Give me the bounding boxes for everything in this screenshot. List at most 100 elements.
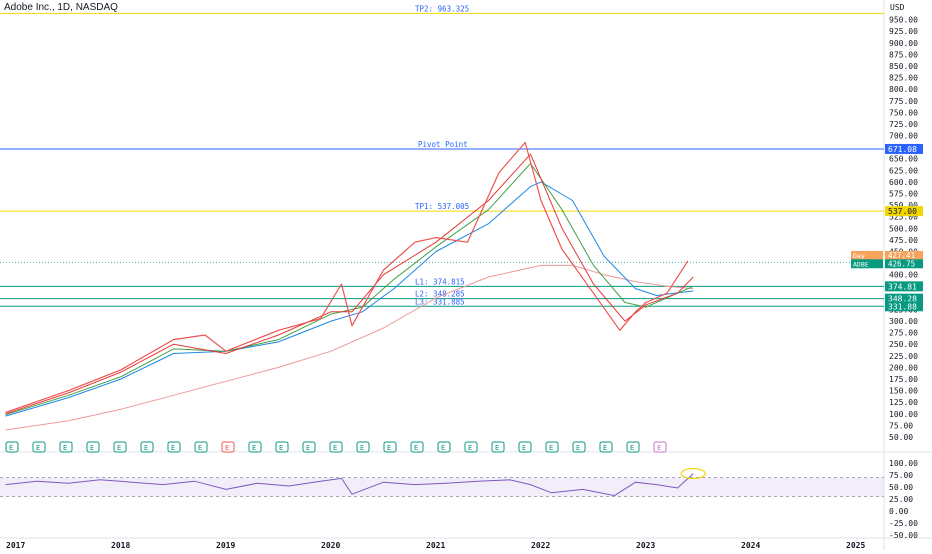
level-price-tag	[885, 293, 923, 304]
currency-label: USD	[890, 3, 905, 12]
series-line[interactable]	[5, 264, 694, 431]
earnings-marker[interactable]	[356, 441, 370, 453]
earnings-marker[interactable]	[572, 441, 586, 453]
earnings-marker-label: E	[468, 444, 472, 452]
time-tick-label: 2024	[741, 541, 760, 550]
level-price-tag-label: 537.00	[888, 207, 917, 216]
price-tick-label: 525.00	[889, 213, 918, 222]
level-label: L2: 348.285	[415, 290, 465, 299]
price-tag-value: 426.75	[888, 259, 915, 268]
level-label: Pivot Point	[418, 140, 468, 149]
earnings-marker[interactable]	[113, 441, 127, 453]
price-tick-label: 275.00	[889, 329, 918, 338]
earnings-marker[interactable]	[86, 441, 100, 453]
earnings-marker-label: E	[36, 444, 40, 452]
series-line[interactable]	[5, 181, 694, 417]
price-tick-label: 100.00	[889, 410, 918, 419]
series-line[interactable]	[5, 162, 694, 416]
price-tick-label: 475.00	[889, 236, 918, 245]
earnings-marker[interactable]	[59, 441, 73, 453]
earnings-marker-label: E	[144, 444, 148, 452]
earnings-marker-label: E	[117, 444, 121, 452]
earnings-marker-label: E	[630, 444, 634, 452]
earnings-marker[interactable]	[410, 441, 424, 453]
price-tag-value: 427.41	[888, 251, 915, 260]
rsi-tick-label: 75.00	[889, 471, 913, 480]
price-tick-label: 625.00	[889, 166, 918, 175]
level-price-tag-label: 331.88	[888, 302, 917, 311]
earnings-marker-label: E	[63, 444, 67, 452]
earnings-marker-label: E	[522, 444, 526, 452]
series-line[interactable]	[5, 141, 689, 413]
earnings-marker-label: E	[414, 444, 418, 452]
earnings-marker[interactable]	[140, 441, 154, 453]
earnings-marker-label: E	[441, 444, 445, 452]
earnings-marker-label: E	[333, 444, 337, 452]
rsi-band	[0, 477, 884, 497]
earnings-marker[interactable]	[599, 441, 613, 453]
earnings-marker-label: E	[657, 444, 661, 452]
level-price-tag	[885, 206, 923, 217]
earnings-marker[interactable]	[221, 441, 235, 453]
rsi-tick-label: -25.00	[889, 519, 918, 528]
price-tick-label: 825.00	[889, 74, 918, 83]
price-tick-label: 725.00	[889, 120, 918, 129]
level-label: TP2: 963.325	[415, 4, 469, 13]
rsi-tick-label: 0.00	[889, 507, 908, 516]
earnings-marker-label: E	[279, 444, 283, 452]
earnings-marker[interactable]	[464, 441, 478, 453]
price-tag-name-box	[851, 259, 883, 269]
earnings-marker[interactable]	[302, 441, 316, 453]
earnings-marker[interactable]	[437, 441, 451, 453]
price-tick-label: 125.00	[889, 398, 918, 407]
earnings-marker[interactable]	[518, 441, 532, 453]
time-tick-label: 2021	[426, 541, 445, 550]
earnings-marker[interactable]	[491, 441, 505, 453]
price-tick-label: 775.00	[889, 97, 918, 106]
price-tick-label: 900.00	[889, 39, 918, 48]
price-tick-label: 50.00	[889, 433, 913, 442]
earnings-marker-label: E	[576, 444, 580, 452]
level-price-tag	[885, 143, 923, 154]
earnings-marker[interactable]	[5, 441, 19, 453]
level-price-tag-label: 671.08	[888, 145, 917, 154]
earnings-marker[interactable]	[248, 441, 262, 453]
time-tick-label: 2017	[6, 541, 25, 550]
earnings-marker[interactable]	[167, 441, 181, 453]
price-tick-label: 750.00	[889, 108, 918, 117]
earnings-marker[interactable]	[653, 441, 667, 453]
earnings-marker-label: E	[306, 444, 310, 452]
price-tick-label: 575.00	[889, 190, 918, 199]
earnings-marker[interactable]	[545, 441, 559, 453]
earnings-marker[interactable]	[194, 441, 208, 453]
earnings-marker-label: E	[387, 444, 391, 452]
time-tick-label: 2023	[636, 541, 655, 550]
earnings-marker[interactable]	[32, 441, 46, 453]
earnings-marker[interactable]	[383, 441, 397, 453]
earnings-marker-label: E	[549, 444, 553, 452]
price-tick-label: 200.00	[889, 363, 918, 372]
earnings-marker-label: E	[360, 444, 364, 452]
price-tick-label: 650.00	[889, 155, 918, 164]
earnings-marker-label: E	[171, 444, 175, 452]
earnings-marker[interactable]	[329, 441, 343, 453]
earnings-marker-label: E	[90, 444, 94, 452]
series-line[interactable]	[5, 153, 694, 415]
earnings-marker-label: E	[198, 444, 202, 452]
price-tick-label: 300.00	[889, 317, 918, 326]
rsi-highlight-ellipse	[680, 467, 706, 480]
chart-title: Adobe Inc., 1D, NASDAQ	[4, 2, 118, 13]
rsi-line[interactable]	[5, 473, 694, 497]
price-tick-label: 550.00	[889, 201, 918, 210]
earnings-marker-label: E	[9, 444, 13, 452]
earnings-marker[interactable]	[275, 441, 289, 453]
price-tag-name-box	[851, 250, 883, 260]
price-tick-label: 700.00	[889, 132, 918, 141]
level-price-tag	[885, 301, 923, 312]
price-tag-box	[885, 250, 923, 260]
earnings-marker-label: E	[603, 444, 607, 452]
earnings-marker-label: E	[495, 444, 499, 452]
price-tick-label: 875.00	[889, 50, 918, 59]
earnings-marker[interactable]	[626, 441, 640, 453]
